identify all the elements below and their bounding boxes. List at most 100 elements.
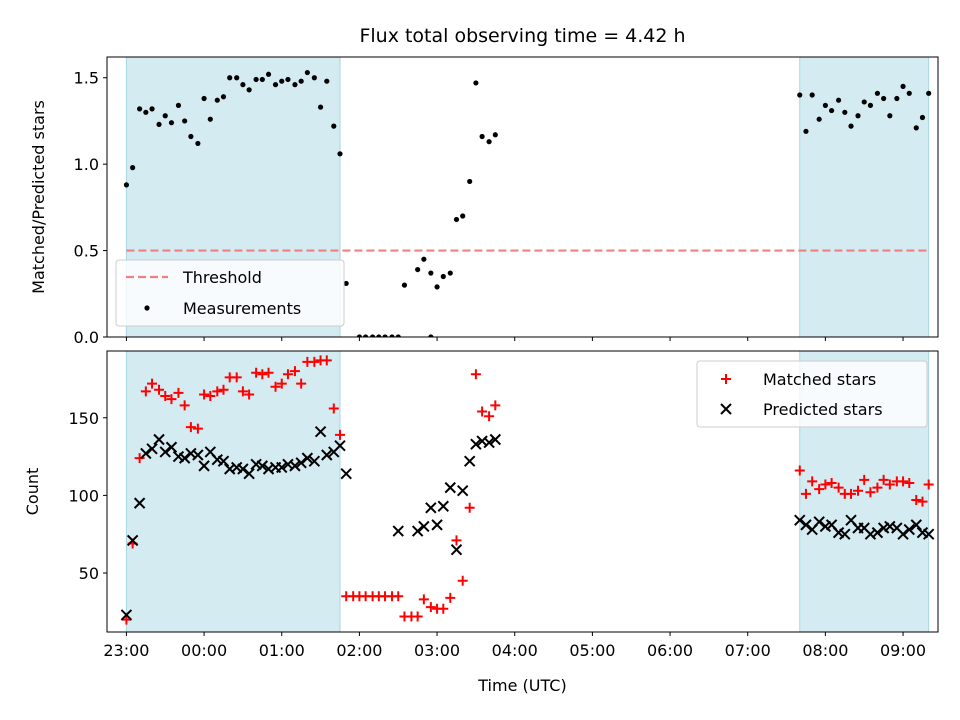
y-axis-label: Count xyxy=(23,468,42,516)
measurement-point xyxy=(304,69,310,76)
predicted-stars-point xyxy=(308,455,321,467)
measurement-point xyxy=(389,334,395,337)
predicted-stars-point xyxy=(165,441,178,453)
measurement-point xyxy=(143,109,149,115)
matched-stars-point xyxy=(199,389,210,400)
predicted-stars-legend-swatch xyxy=(720,403,732,415)
measurement-point xyxy=(279,78,285,84)
predicted-stars-point xyxy=(120,609,133,621)
measurement-point xyxy=(913,125,919,131)
matched-stars-point xyxy=(205,391,216,402)
matched-stars-point xyxy=(820,479,831,490)
y-tick-label: 150 xyxy=(68,409,99,428)
legend-label-measurements: Measurements xyxy=(183,299,301,318)
predicted-stars-point xyxy=(159,446,171,458)
matched-stars-point xyxy=(477,406,488,417)
matched-stars-point xyxy=(276,378,287,389)
measurement-point xyxy=(816,116,822,122)
matched-stars-point xyxy=(457,575,468,586)
y-tick-label: 1.0 xyxy=(74,155,99,174)
x-tick-label: 01:00 xyxy=(259,641,305,660)
measurement-point xyxy=(447,270,453,276)
measurement-point xyxy=(473,80,479,86)
matched-stars-point xyxy=(904,477,915,488)
matched-stars-point xyxy=(257,369,268,380)
matched-stars-point xyxy=(393,591,404,602)
matched-stars-point xyxy=(334,429,345,440)
matched-stars-point xyxy=(270,381,281,392)
matched-stars-point xyxy=(484,411,495,422)
measurement-point xyxy=(214,97,220,103)
matched-stars-point xyxy=(794,465,805,476)
matched-stars-point xyxy=(464,502,475,513)
matched-stars-point xyxy=(251,367,262,378)
measurement-point xyxy=(220,94,227,100)
matched-stars-point xyxy=(134,453,145,464)
x-tick-label: 07:00 xyxy=(725,641,771,660)
measurement-point xyxy=(182,118,188,124)
observing-window-shade xyxy=(799,56,930,338)
matched-stars-point xyxy=(140,386,151,397)
x-tick-label: 08:00 xyxy=(802,641,848,660)
measurement-point xyxy=(156,121,162,128)
measurement-point xyxy=(848,123,854,129)
y-axis-label: Matched/Predicted stars xyxy=(29,100,48,294)
measurement-point xyxy=(440,273,446,280)
predicted-stars-point xyxy=(126,534,139,547)
predicted-stars-point xyxy=(463,455,476,467)
predicted-stars-point xyxy=(903,523,915,536)
legend: Matched stars Predicted stars xyxy=(696,360,928,428)
matched-stars-point xyxy=(490,400,501,411)
measurement-point xyxy=(434,284,440,290)
measurement-point xyxy=(246,87,252,93)
matched-stars-point xyxy=(212,386,223,397)
measurement-point xyxy=(265,71,272,77)
matched-stars-legend-swatch xyxy=(721,374,731,384)
predicted-stars-point xyxy=(444,481,456,494)
predicted-stars-point xyxy=(295,457,307,469)
matched-stars-point xyxy=(309,356,320,367)
measurement-point xyxy=(421,256,427,262)
measurement-point xyxy=(195,140,201,147)
measurement-point xyxy=(234,75,240,81)
legend-label-threshold: Threshold xyxy=(182,268,262,287)
legend-label-predicted: Predicted stars xyxy=(763,400,883,419)
measurement-point xyxy=(453,216,460,223)
x-tick-label: 00:00 xyxy=(181,641,227,660)
matched-stars-point xyxy=(282,369,293,380)
matched-stars-point xyxy=(814,484,825,495)
measurement-point xyxy=(324,78,330,84)
measurement-point xyxy=(428,270,434,276)
predicted-stars-point xyxy=(243,467,255,480)
matched-stars-point xyxy=(166,394,177,405)
measurement-point xyxy=(467,178,473,185)
matched-stars-point xyxy=(231,372,242,383)
predicted-stars-point xyxy=(871,526,884,539)
measurement-point xyxy=(259,76,265,83)
predicted-stars-point xyxy=(289,460,301,472)
measurements-legend-swatch xyxy=(144,305,150,311)
measurement-point xyxy=(906,90,912,96)
predicted-stars-point xyxy=(340,467,352,480)
matched-stars-point xyxy=(263,367,274,378)
measurement-point xyxy=(822,102,828,108)
measurement-point xyxy=(201,95,207,102)
measurement-point xyxy=(855,113,861,119)
measurement-point xyxy=(188,133,194,140)
predicted-stars-point xyxy=(321,449,333,461)
x-tick-label: 03:00 xyxy=(414,641,460,660)
measurement-point xyxy=(809,92,815,98)
x-tick-label: 02:00 xyxy=(336,641,382,660)
predicted-stars-point xyxy=(133,497,146,509)
measurement-point xyxy=(137,106,143,112)
predicted-stars-point xyxy=(198,460,210,472)
x-axis-label: Time (UTC) xyxy=(477,676,566,695)
measurement-point xyxy=(803,128,809,134)
predicted-stars-point xyxy=(922,528,935,540)
measurement-point xyxy=(343,280,349,287)
matched-stars-point xyxy=(244,389,255,400)
measurement-point xyxy=(874,90,881,96)
measurement-point xyxy=(253,76,259,83)
predicted-stars-point xyxy=(411,525,424,537)
